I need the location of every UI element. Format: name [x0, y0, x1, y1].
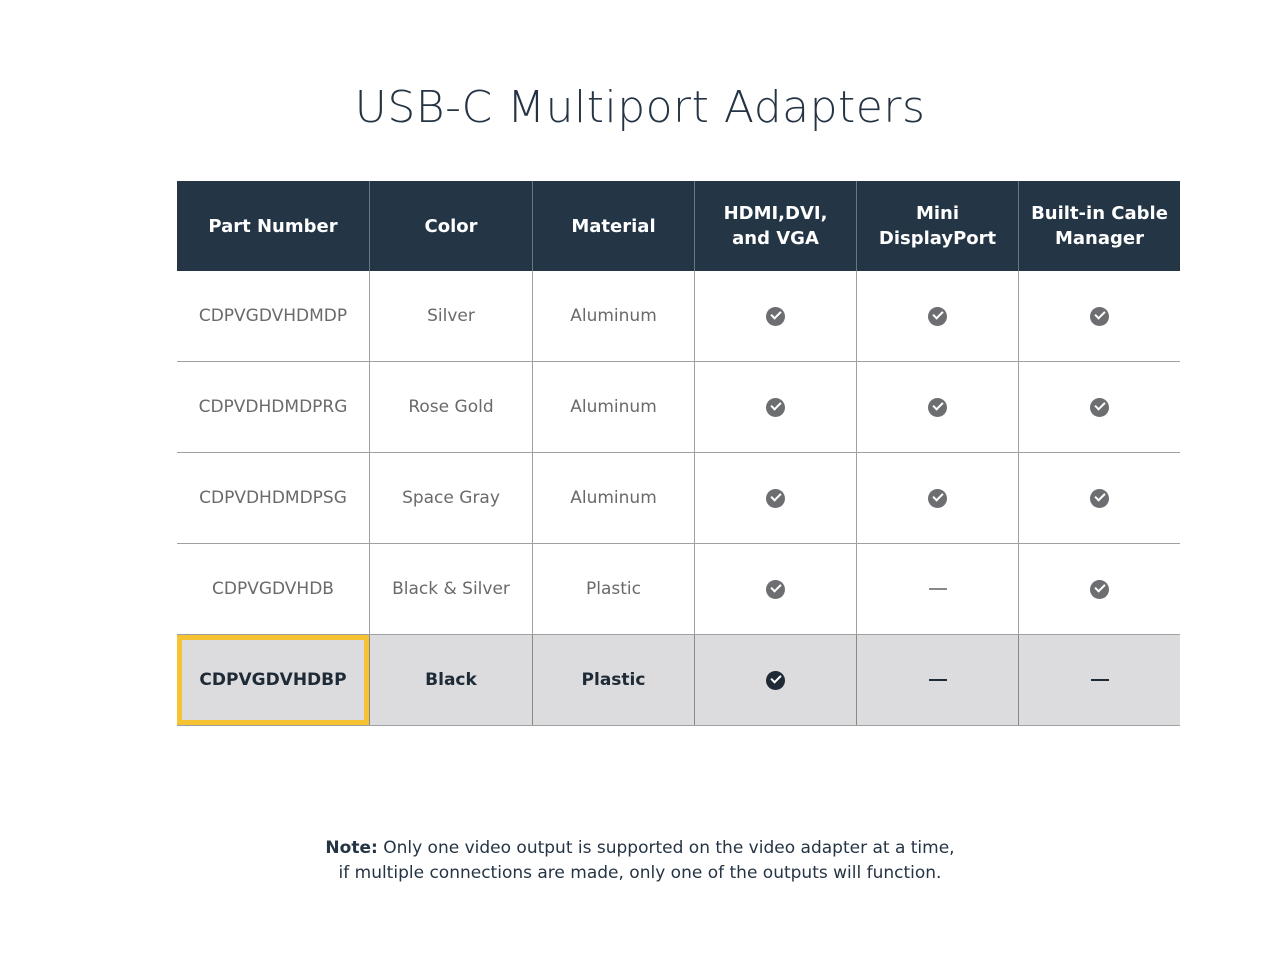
- check-circle-icon: [928, 488, 947, 508]
- check-circle-icon: [1090, 579, 1109, 599]
- note-line-2: if multiple connections are made, only o…: [338, 863, 942, 883]
- column-header: Part Number: [177, 181, 370, 271]
- check-circle-icon: [1090, 488, 1109, 508]
- part-number-cell: CDPVGDVHDMDP: [177, 271, 370, 362]
- material-cell: Aluminum: [532, 361, 695, 453]
- cable-manager-cell: [1018, 361, 1180, 453]
- dash-icon: [928, 679, 947, 681]
- hdmi-dvi-vga-cell: [694, 452, 857, 544]
- check-circle-icon: [766, 306, 785, 326]
- cable-manager-cell: [1018, 543, 1180, 635]
- check-circle-icon: [1090, 397, 1109, 417]
- column-header: Built-in Cable Manager: [1018, 181, 1180, 271]
- check-circle-icon: [766, 670, 785, 690]
- part-number-cell: CDPVDHDMDPRG: [177, 361, 370, 453]
- color-cell: Rose Gold: [369, 361, 533, 453]
- material-cell: Plastic: [532, 543, 695, 635]
- table-row: CDPVDHDMDPSG Space Gray Aluminum: [177, 452, 1180, 544]
- mini-displayport-cell: [856, 361, 1019, 453]
- hdmi-dvi-vga-cell: [694, 634, 857, 726]
- note-line-1: Only one video output is supported on th…: [377, 838, 955, 858]
- table-row: CDPVGDVHDBP Black Plastic: [177, 634, 1180, 726]
- part-number-cell: CDPVDHDMDPSG: [177, 452, 370, 544]
- table-row: CDPVGDVHDMDP Silver Aluminum: [177, 271, 1180, 362]
- table-row: CDPVDHDMDPRG Rose Gold Aluminum: [177, 361, 1180, 453]
- check-circle-icon: [766, 397, 785, 417]
- hdmi-dvi-vga-cell: [694, 271, 857, 362]
- material-cell: Plastic: [532, 634, 695, 726]
- color-cell: Black & Silver: [369, 543, 533, 635]
- check-circle-icon: [766, 579, 785, 599]
- check-circle-icon: [928, 397, 947, 417]
- color-cell: Silver: [369, 271, 533, 362]
- material-cell: Aluminum: [532, 271, 695, 362]
- check-circle-icon: [928, 306, 947, 326]
- mini-displayport-cell: [856, 271, 1019, 362]
- dash-icon: [1090, 679, 1109, 681]
- header-row: Part Number Color Material HDMI,DVI, and VGA…: [177, 181, 1180, 271]
- table-row: CDPVGDVHDB Black & Silver Plastic: [177, 543, 1180, 635]
- note-label: Note:: [325, 838, 378, 858]
- part-number-cell: CDPVGDVHDB: [177, 543, 370, 635]
- mini-displayport-cell: [856, 634, 1019, 726]
- column-header: Color: [369, 181, 533, 271]
- mini-displayport-cell: [856, 452, 1019, 544]
- footnote: Note: Only one video output is supported…: [0, 836, 1280, 886]
- material-cell: Aluminum: [532, 452, 695, 544]
- mini-displayport-cell: [856, 543, 1019, 635]
- dash-icon: [928, 588, 947, 590]
- column-header: Mini DisplayPort: [856, 181, 1019, 271]
- column-header: HDMI,DVI, and VGA: [694, 181, 857, 271]
- part-number-cell: CDPVGDVHDBP: [177, 634, 370, 726]
- color-cell: Black: [369, 634, 533, 726]
- comparison-table: Part Number Color Material HDMI,DVI, and VGA…: [177, 181, 1180, 726]
- page-title: USB-C Multiport Adapters: [354, 82, 926, 133]
- hdmi-dvi-vga-cell: [694, 361, 857, 453]
- check-circle-icon: [1090, 306, 1109, 326]
- cable-manager-cell: [1018, 452, 1180, 544]
- hdmi-dvi-vga-cell: [694, 543, 857, 635]
- cable-manager-cell: [1018, 271, 1180, 362]
- color-cell: Space Gray: [369, 452, 533, 544]
- column-header: Material: [532, 181, 695, 271]
- check-circle-icon: [766, 488, 785, 508]
- cable-manager-cell: [1018, 634, 1180, 726]
